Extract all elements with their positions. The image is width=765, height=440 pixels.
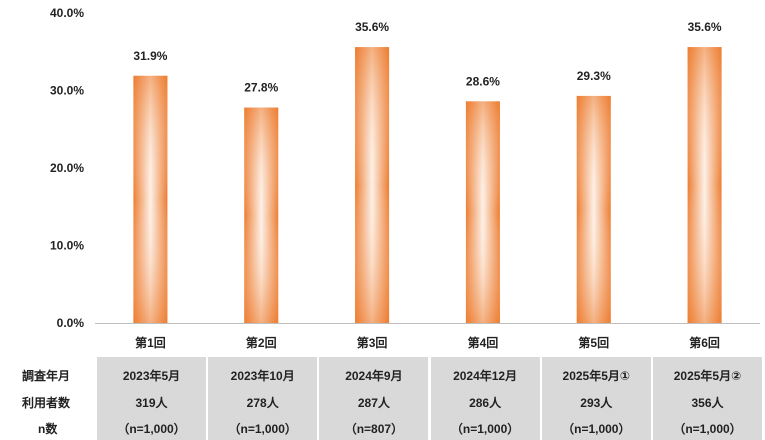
- bar-chart: 0.0% 10.0% 20.0% 30.0% 40.0% 31.9% 27.8% 35.6%…: [50, 6, 760, 350]
- row-label-users: 利用者数: [22, 396, 71, 410]
- x-tick-label: 第2回: [246, 335, 277, 350]
- info-cell-n: （n=1,000）: [228, 422, 297, 436]
- info-cell-date: 2023年5月: [122, 369, 181, 383]
- x-tick-label: 第6回: [689, 335, 720, 350]
- info-cell-users: 319人: [135, 396, 168, 410]
- info-cell-date: 2025年5月②: [673, 369, 742, 383]
- y-tick-label: 20.0%: [50, 161, 84, 175]
- info-column: 2025年5月① 293人 （n=1,000）: [541, 357, 651, 440]
- bar-shading: [465, 101, 500, 323]
- bar-shading: [133, 75, 168, 324]
- data-label: 28.6%: [466, 74, 500, 88]
- y-tick-label: 30.0%: [50, 84, 84, 98]
- data-label: 35.6%: [355, 20, 389, 34]
- bar-shading: [687, 47, 722, 323]
- info-column: 2023年10月 278人 （n=1,000）: [208, 357, 318, 440]
- y-axis: 0.0% 10.0% 20.0% 30.0% 40.0%: [50, 6, 84, 330]
- x-tick-label: 第3回: [357, 335, 388, 350]
- bar-shading: [576, 95, 611, 323]
- bar-shading: [244, 107, 279, 323]
- info-cell-users: 293人: [580, 396, 613, 410]
- info-cell-date: 2025年5月①: [562, 369, 631, 383]
- y-tick-label: 40.0%: [50, 6, 84, 20]
- info-column: 2023年5月 319人 （n=1,000）: [97, 357, 206, 440]
- x-tick-label: 第5回: [578, 335, 609, 350]
- row-label-n: n数: [38, 422, 58, 436]
- info-column: 2024年12月 286人 （n=1,000）: [430, 357, 540, 440]
- info-cell-date: 2024年9月: [345, 369, 403, 383]
- bars: [133, 47, 722, 324]
- info-cell-n: （n=807）: [344, 422, 404, 436]
- info-cell-n: （n=1,000）: [450, 422, 520, 436]
- data-label: 35.6%: [688, 20, 722, 34]
- survey-info-table: 調査年月 利用者数 n数 2023年5月 319人 （n=1,000） 2023年10…: [0, 357, 765, 440]
- y-tick-label: 10.0%: [50, 239, 84, 253]
- info-cell-date: 2024年12月: [453, 369, 518, 383]
- x-tick-label: 第4回: [468, 335, 499, 350]
- bar-shading: [355, 47, 390, 323]
- data-labels: 31.9% 27.8% 35.6% 28.6% 29.3% 35.6%: [133, 20, 722, 94]
- data-label: 31.9%: [133, 49, 167, 63]
- info-cell-n: （n=1,000）: [117, 422, 186, 436]
- info-cell-n: （n=1,000）: [673, 422, 742, 436]
- info-column: 2025年5月② 356人 （n=1,000）: [653, 357, 762, 440]
- x-axis-ticks: 第1回 第2回 第3回 第4回 第5回 第6回: [135, 335, 720, 350]
- row-label-date: 調査年月: [22, 369, 71, 383]
- info-column: 2024年9月 287人 （n=807）: [319, 357, 429, 440]
- y-tick-label: 0.0%: [57, 316, 85, 330]
- info-cell-n: （n=1,000）: [562, 422, 631, 436]
- x-tick-label: 第1回: [135, 335, 166, 350]
- data-label: 29.3%: [577, 69, 611, 83]
- info-cell-users: 278人: [246, 396, 279, 410]
- info-cell-users: 287人: [357, 396, 390, 410]
- data-label: 27.8%: [244, 81, 278, 95]
- info-cell-date: 2023年10月: [230, 369, 295, 383]
- info-cell-users: 356人: [691, 396, 724, 410]
- info-cell-users: 286人: [469, 396, 502, 410]
